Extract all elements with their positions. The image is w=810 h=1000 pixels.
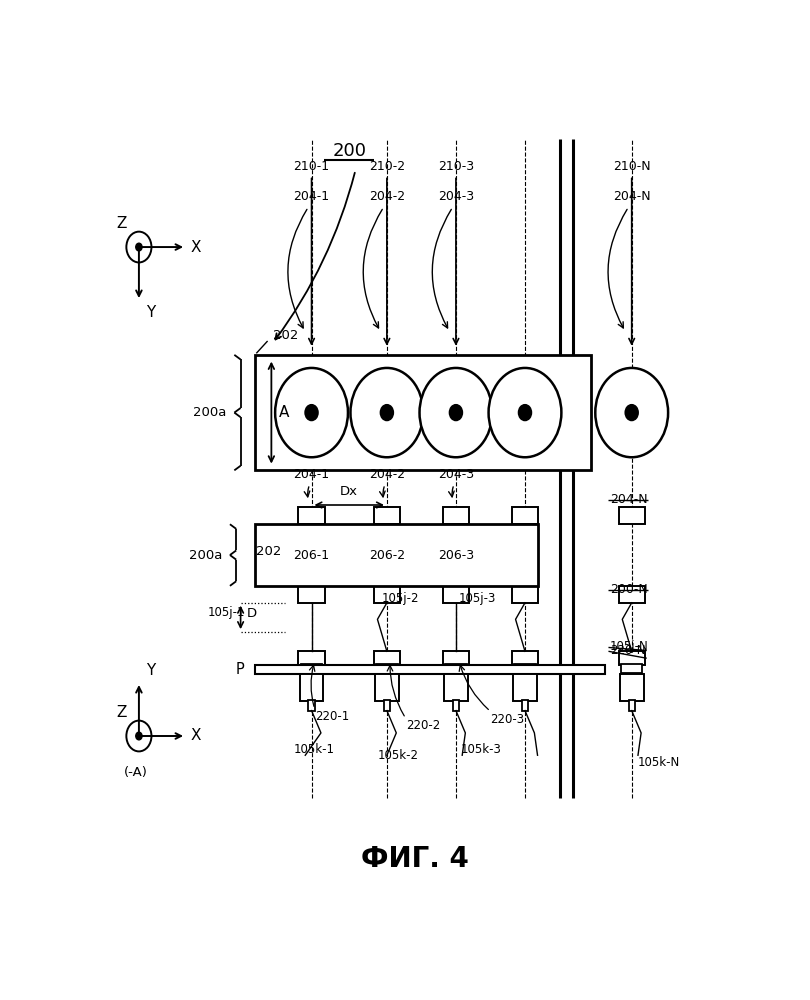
Circle shape bbox=[450, 405, 463, 420]
Bar bbox=[309, 700, 315, 711]
Text: X: X bbox=[190, 728, 201, 744]
Circle shape bbox=[136, 732, 142, 740]
Bar bbox=[301, 664, 322, 673]
Circle shape bbox=[420, 368, 492, 457]
Text: Dx: Dx bbox=[340, 485, 358, 498]
Text: 202: 202 bbox=[273, 329, 298, 342]
Bar bbox=[443, 651, 469, 665]
Circle shape bbox=[126, 721, 151, 751]
Bar bbox=[621, 664, 642, 673]
Text: 206-2: 206-2 bbox=[369, 549, 405, 562]
Text: 204-1: 204-1 bbox=[293, 190, 330, 204]
Text: 105j-1: 105j-1 bbox=[208, 606, 245, 619]
Bar bbox=[255, 665, 605, 674]
Bar bbox=[373, 507, 400, 524]
Bar bbox=[298, 586, 325, 603]
Text: 105j-N: 105j-N bbox=[610, 640, 649, 653]
Text: 206-1: 206-1 bbox=[293, 549, 330, 562]
Bar bbox=[255, 524, 538, 586]
Text: 105k-N: 105k-N bbox=[638, 756, 680, 769]
Text: 204-3: 204-3 bbox=[438, 190, 474, 204]
Text: 220-3: 220-3 bbox=[490, 713, 525, 726]
Bar bbox=[446, 664, 467, 673]
Bar bbox=[373, 651, 400, 665]
Bar bbox=[619, 507, 645, 524]
Text: (-A): (-A) bbox=[124, 766, 147, 779]
Text: Z: Z bbox=[116, 216, 126, 231]
Text: D: D bbox=[247, 607, 257, 620]
Text: A: A bbox=[279, 405, 289, 420]
Bar bbox=[255, 355, 590, 470]
Text: 206-3: 206-3 bbox=[438, 549, 474, 562]
Text: 200: 200 bbox=[332, 142, 366, 160]
Text: 105k-2: 105k-2 bbox=[377, 749, 419, 762]
Text: 204-1: 204-1 bbox=[293, 468, 330, 481]
Bar bbox=[513, 674, 537, 701]
Text: 220-N: 220-N bbox=[610, 644, 646, 657]
Bar bbox=[300, 674, 323, 701]
Text: 200-N: 200-N bbox=[610, 583, 647, 596]
Bar bbox=[522, 700, 528, 711]
Text: 204-2: 204-2 bbox=[369, 190, 405, 204]
Text: Y: Y bbox=[146, 663, 155, 678]
Text: 220-2: 220-2 bbox=[406, 719, 440, 732]
Text: 210-3: 210-3 bbox=[438, 160, 474, 173]
Text: 105k-3: 105k-3 bbox=[461, 743, 502, 756]
Circle shape bbox=[275, 368, 348, 457]
Bar bbox=[629, 700, 635, 711]
Text: 210-N: 210-N bbox=[613, 160, 650, 173]
Circle shape bbox=[126, 232, 151, 262]
Text: 204-3: 204-3 bbox=[438, 468, 474, 481]
Text: 220-1: 220-1 bbox=[314, 710, 349, 723]
Text: 202: 202 bbox=[256, 545, 282, 558]
Circle shape bbox=[381, 405, 393, 420]
Bar bbox=[384, 700, 390, 711]
Bar bbox=[298, 651, 325, 665]
Circle shape bbox=[305, 405, 318, 420]
Bar bbox=[453, 700, 459, 711]
Circle shape bbox=[518, 405, 531, 420]
Bar bbox=[376, 664, 398, 673]
Text: 210-1: 210-1 bbox=[293, 160, 330, 173]
Text: X: X bbox=[190, 240, 201, 255]
Text: Y: Y bbox=[146, 305, 155, 320]
Circle shape bbox=[625, 405, 638, 420]
Bar bbox=[443, 586, 469, 603]
Text: Z: Z bbox=[116, 705, 126, 720]
Text: 204-2: 204-2 bbox=[369, 468, 405, 481]
Bar bbox=[444, 674, 468, 701]
Text: 105k-1: 105k-1 bbox=[294, 743, 335, 756]
Bar bbox=[375, 674, 399, 701]
Bar bbox=[443, 507, 469, 524]
Bar bbox=[619, 651, 645, 665]
Bar bbox=[619, 586, 645, 603]
Bar bbox=[514, 664, 535, 673]
Text: ФИГ. 4: ФИГ. 4 bbox=[361, 845, 469, 873]
Bar bbox=[373, 586, 400, 603]
Circle shape bbox=[595, 368, 668, 457]
Bar bbox=[512, 651, 538, 665]
Circle shape bbox=[488, 368, 561, 457]
Bar bbox=[512, 586, 538, 603]
Text: 204-N: 204-N bbox=[610, 493, 647, 506]
Circle shape bbox=[136, 243, 142, 251]
Bar bbox=[620, 674, 644, 701]
Text: 200a: 200a bbox=[193, 406, 226, 419]
Text: P: P bbox=[236, 662, 245, 677]
Text: 204-N: 204-N bbox=[613, 190, 650, 204]
Text: 105j-3: 105j-3 bbox=[459, 592, 497, 605]
Bar bbox=[298, 507, 325, 524]
Circle shape bbox=[351, 368, 424, 457]
Text: 105j-2: 105j-2 bbox=[382, 592, 420, 605]
Text: 210-2: 210-2 bbox=[369, 160, 405, 173]
Bar bbox=[512, 507, 538, 524]
Text: 200a: 200a bbox=[190, 549, 223, 562]
